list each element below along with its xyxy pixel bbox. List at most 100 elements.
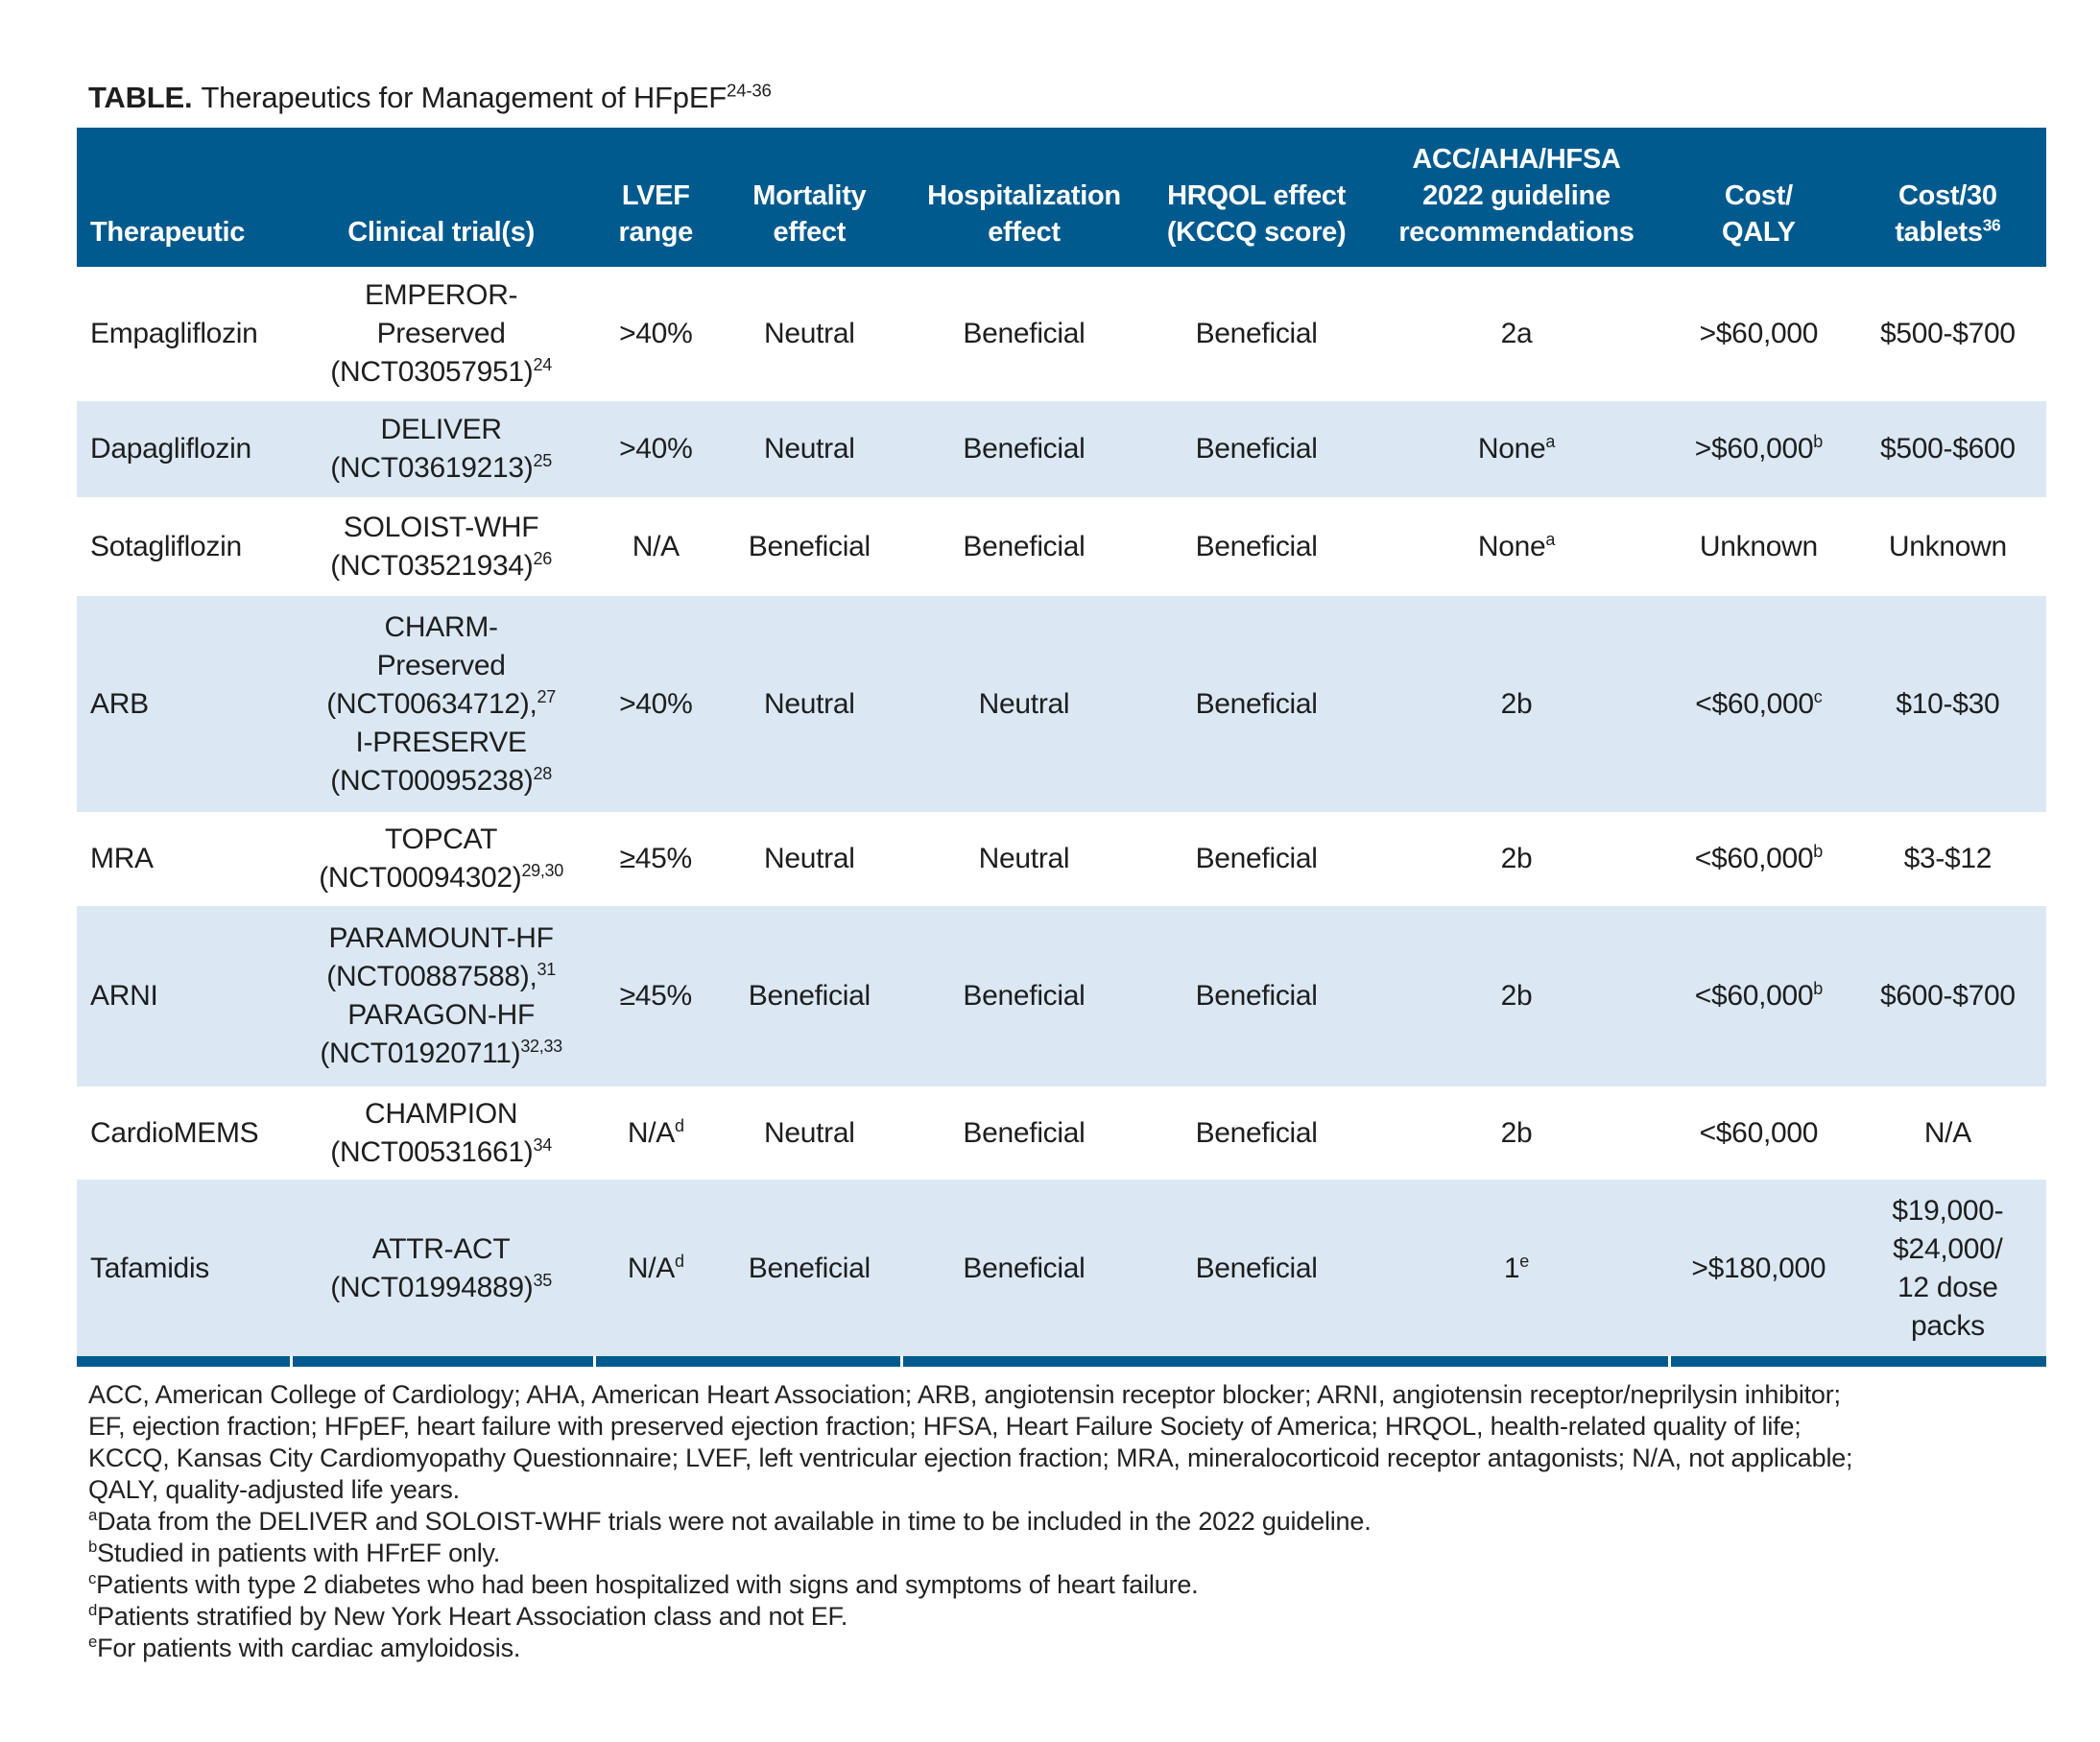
table-cell-guideline: Nonea bbox=[1365, 497, 1668, 596]
table-cell-lvef: >40% bbox=[593, 267, 719, 401]
table-cell-therapeutic: ARB bbox=[77, 596, 290, 812]
cell-text: I-PRESERVE bbox=[355, 726, 527, 758]
abbreviation-line: ACC, American College of Cardiology; AHA… bbox=[88, 1380, 1841, 1409]
cell-text: Beneficial bbox=[748, 530, 871, 562]
table-title-text: Therapeutics for Management of HFpEF bbox=[201, 81, 728, 114]
table-row-empagliflozin: Empagliflozin EMPEROR- Preserved (NCT030579… bbox=[77, 267, 2046, 401]
table-body: Empagliflozin EMPEROR- Preserved (NCT030579… bbox=[77, 267, 2046, 1357]
cell-text: Preserved bbox=[376, 318, 506, 349]
cell-text: EMPEROR- bbox=[364, 279, 518, 311]
cell-text: >$180,000 bbox=[1691, 1252, 1826, 1284]
table-cell-mortality: Beneficial bbox=[719, 1180, 900, 1357]
table-cell-therapeutic: MRA bbox=[77, 812, 290, 906]
table-cell-cost_30: N/A bbox=[1849, 1086, 2046, 1180]
cell-text: (NCT01920711) bbox=[320, 1038, 521, 1069]
cell-text: Neutral bbox=[764, 1116, 855, 1149]
table-cell-hospitalization: Beneficial bbox=[900, 267, 1149, 401]
table-cell-mortality: Beneficial bbox=[719, 497, 900, 596]
cell-text: Neutral bbox=[978, 843, 1070, 874]
cell-text: PARAGON-HF bbox=[347, 999, 535, 1031]
reference-superscript: 34 bbox=[533, 1134, 553, 1155]
table-title-reference-superscript: 24-36 bbox=[727, 80, 772, 101]
bottom-rule-gap bbox=[1668, 1356, 1671, 1367]
reference-superscript: 27 bbox=[537, 686, 557, 706]
cell-text: 2022 guideline bbox=[1422, 180, 1611, 211]
cell-text: Beneficial bbox=[963, 1252, 1086, 1284]
cell-text: Beneficial bbox=[963, 980, 1086, 1012]
cell-text: Cost/ bbox=[1724, 180, 1793, 211]
table-cell-guideline: 2b bbox=[1365, 906, 1668, 1086]
cell-text: ACC/AHA/HFSA bbox=[1412, 144, 1621, 175]
reference-superscript: 25 bbox=[533, 451, 553, 470]
table-cell-cost_qaly: Unknown bbox=[1668, 497, 1849, 596]
cell-text: (NCT01994889) bbox=[330, 1271, 534, 1303]
cell-text: (NCT00634712), bbox=[326, 687, 537, 720]
cell-text: Neutral bbox=[764, 687, 855, 720]
table-cell-lvef: ≥45% bbox=[593, 812, 719, 906]
table-cell-cost_30: $19,000- $24,000/12 dose packs bbox=[1849, 1180, 2046, 1357]
cell-text: >40% bbox=[619, 433, 693, 465]
cell-text: Neutral bbox=[978, 687, 1070, 720]
cell-text: effect bbox=[988, 217, 1061, 248]
cell-text: <$60,000 bbox=[1694, 843, 1814, 874]
abbreviation-line: QALY, quality-adjusted life years. bbox=[88, 1475, 460, 1504]
cell-text: PARAMOUNT-HF bbox=[328, 922, 554, 954]
table-cell-trial: DELIVER (NCT03619213)25 bbox=[290, 401, 593, 497]
cell-text: Neutral bbox=[764, 318, 855, 349]
cell-text: (NCT03057951) bbox=[330, 356, 534, 388]
cell-text: $10-$30 bbox=[1896, 687, 2000, 720]
cell-text: N/A bbox=[632, 530, 680, 562]
table-cell-cost_qaly: <$60,000b bbox=[1668, 812, 1849, 906]
footnote-marker: a bbox=[88, 1506, 98, 1524]
table-cell-cost_30: $500-$600 bbox=[1849, 401, 2046, 497]
table-bottom-rule bbox=[77, 1356, 2046, 1367]
table-header: Therapeutic Clinical trial(s) LVEF range Mor… bbox=[77, 128, 2046, 267]
cell-text: Preserved bbox=[376, 649, 506, 681]
table-cell-therapeutic: Tafamidis bbox=[77, 1180, 290, 1357]
footnote-b: bStudied in patients with HFrEF only. bbox=[88, 1538, 501, 1567]
cell-text: $3-$12 bbox=[1903, 843, 1993, 874]
table-cell-trial: CHARM- Preserved (NCT00634712),27 I-PRESERV… bbox=[290, 596, 593, 812]
cell-text: (NCT00531661) bbox=[330, 1135, 534, 1168]
cell-text: packs bbox=[1910, 1309, 1985, 1342]
bottom-rule-gap bbox=[593, 1356, 596, 1367]
cell-text: None bbox=[1477, 530, 1546, 562]
table-cell-therapeutic: Sotagliflozin bbox=[77, 497, 290, 596]
table-cell-lvef: >40% bbox=[593, 401, 719, 497]
table-cell-trial: SOLOIST-WHF (NCT03521934)26 bbox=[290, 497, 593, 596]
reference-superscript: 36 bbox=[1982, 215, 2001, 235]
table-cell-hospitalization: Beneficial bbox=[900, 906, 1149, 1086]
cell-text: LVEF bbox=[621, 180, 690, 211]
reference-superscript: 31 bbox=[537, 960, 557, 979]
cell-text: Beneficial bbox=[1195, 687, 1318, 720]
table-cell-guideline: Nonea bbox=[1365, 401, 1668, 497]
table-cell-hrqol: Beneficial bbox=[1148, 596, 1365, 812]
reference-superscript: d bbox=[674, 1115, 684, 1135]
table-cell-mortality: Neutral bbox=[719, 267, 900, 401]
bottom-rule-gap bbox=[290, 1356, 293, 1367]
footnote-marker: b bbox=[88, 1538, 98, 1556]
cell-text: DELIVER bbox=[380, 414, 502, 445]
cell-text: Unknown bbox=[1888, 530, 2007, 562]
cell-text: Beneficial bbox=[1195, 1252, 1318, 1284]
cell-text: ≥45% bbox=[619, 980, 693, 1012]
table-cell-cost_qaly: <$60,000b bbox=[1668, 906, 1849, 1086]
cell-text: Clinical trial(s) bbox=[347, 217, 535, 248]
reference-superscript: 24 bbox=[533, 355, 553, 374]
bottom-rule-gap bbox=[900, 1356, 903, 1367]
cell-text: Beneficial bbox=[1195, 980, 1318, 1012]
cell-text: $500-$700 bbox=[1879, 318, 2016, 349]
cell-text: 2b bbox=[1500, 1116, 1533, 1149]
cell-text: >40% bbox=[619, 687, 693, 720]
footnote-marker: e bbox=[88, 1633, 98, 1651]
cell-text: $600-$700 bbox=[1879, 980, 2016, 1012]
cell-text: Beneficial bbox=[963, 1116, 1086, 1149]
table-cell-mortality: Neutral bbox=[719, 596, 900, 812]
table-row-arni: ARNI PARAMOUNT-HF (NCT00887588),31 PARAGON-… bbox=[77, 906, 2046, 1086]
reference-superscript: 28 bbox=[533, 763, 553, 783]
cell-text: 2b bbox=[1500, 843, 1533, 874]
cell-text: CHAMPION bbox=[364, 1097, 518, 1130]
cell-text: Dapagliflozin bbox=[90, 433, 251, 465]
cell-text: ATTR-ACT bbox=[371, 1232, 511, 1265]
table-cell-hrqol: Beneficial bbox=[1148, 906, 1365, 1086]
